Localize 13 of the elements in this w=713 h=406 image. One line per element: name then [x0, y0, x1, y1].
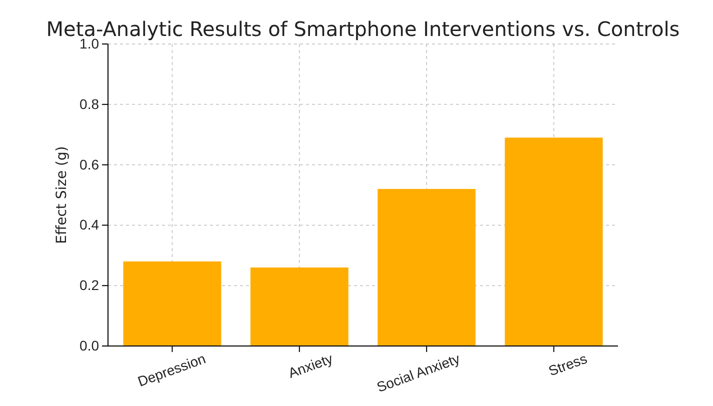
bar [504, 138, 603, 346]
y-tick-label: 0.8 [80, 96, 100, 112]
y-tick-label: 0.4 [80, 216, 100, 233]
x-tick-label: Social Anxiety [374, 350, 462, 396]
y-tick-label: 0.6 [80, 156, 100, 172]
y-tick-label: 0.2 [80, 277, 100, 294]
x-tick-label: Stress [546, 350, 590, 379]
y-tick-label: 0.0 [80, 337, 100, 354]
bar [378, 188, 476, 346]
x-tick-label: Anxiety [286, 350, 335, 381]
bar [250, 267, 348, 346]
bar [123, 261, 222, 346]
y-axis-title: Effect Size (g) [54, 146, 70, 244]
